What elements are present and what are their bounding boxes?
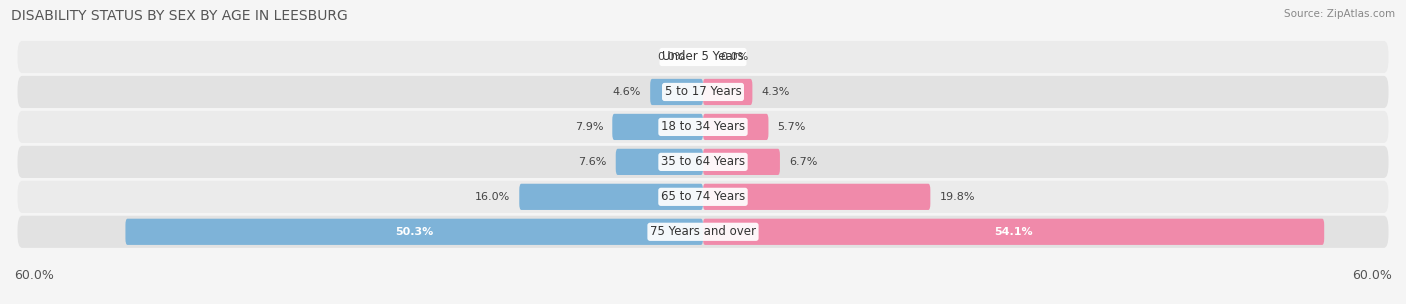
FancyBboxPatch shape — [616, 149, 703, 175]
Text: 19.8%: 19.8% — [939, 192, 974, 202]
FancyBboxPatch shape — [703, 114, 769, 140]
FancyBboxPatch shape — [519, 184, 703, 210]
Text: 5.7%: 5.7% — [778, 122, 806, 132]
Text: 54.1%: 54.1% — [994, 227, 1033, 237]
FancyBboxPatch shape — [17, 76, 1389, 108]
Text: 6.7%: 6.7% — [789, 157, 817, 167]
Text: 7.6%: 7.6% — [578, 157, 606, 167]
Text: 50.3%: 50.3% — [395, 227, 433, 237]
Text: 16.0%: 16.0% — [475, 192, 510, 202]
Text: 5 to 17 Years: 5 to 17 Years — [665, 85, 741, 98]
FancyBboxPatch shape — [703, 184, 931, 210]
Text: 0.0%: 0.0% — [720, 52, 748, 62]
Text: 35 to 64 Years: 35 to 64 Years — [661, 155, 745, 168]
FancyBboxPatch shape — [703, 79, 752, 105]
Text: DISABILITY STATUS BY SEX BY AGE IN LEESBURG: DISABILITY STATUS BY SEX BY AGE IN LEESB… — [11, 9, 349, 23]
Text: 60.0%: 60.0% — [1353, 268, 1392, 282]
Text: 65 to 74 Years: 65 to 74 Years — [661, 190, 745, 203]
FancyBboxPatch shape — [612, 114, 703, 140]
FancyBboxPatch shape — [703, 219, 1324, 245]
Text: 18 to 34 Years: 18 to 34 Years — [661, 120, 745, 133]
FancyBboxPatch shape — [703, 149, 780, 175]
Text: 75 Years and over: 75 Years and over — [650, 225, 756, 238]
FancyBboxPatch shape — [17, 111, 1389, 143]
FancyBboxPatch shape — [17, 146, 1389, 178]
Text: 4.6%: 4.6% — [613, 87, 641, 97]
FancyBboxPatch shape — [125, 219, 703, 245]
FancyBboxPatch shape — [650, 79, 703, 105]
Text: Source: ZipAtlas.com: Source: ZipAtlas.com — [1284, 9, 1395, 19]
Text: 0.0%: 0.0% — [658, 52, 686, 62]
Text: 7.9%: 7.9% — [575, 122, 603, 132]
FancyBboxPatch shape — [17, 216, 1389, 248]
FancyBboxPatch shape — [17, 41, 1389, 73]
Text: 4.3%: 4.3% — [762, 87, 790, 97]
FancyBboxPatch shape — [17, 181, 1389, 213]
Text: 60.0%: 60.0% — [14, 268, 53, 282]
Text: Under 5 Years: Under 5 Years — [662, 50, 744, 64]
